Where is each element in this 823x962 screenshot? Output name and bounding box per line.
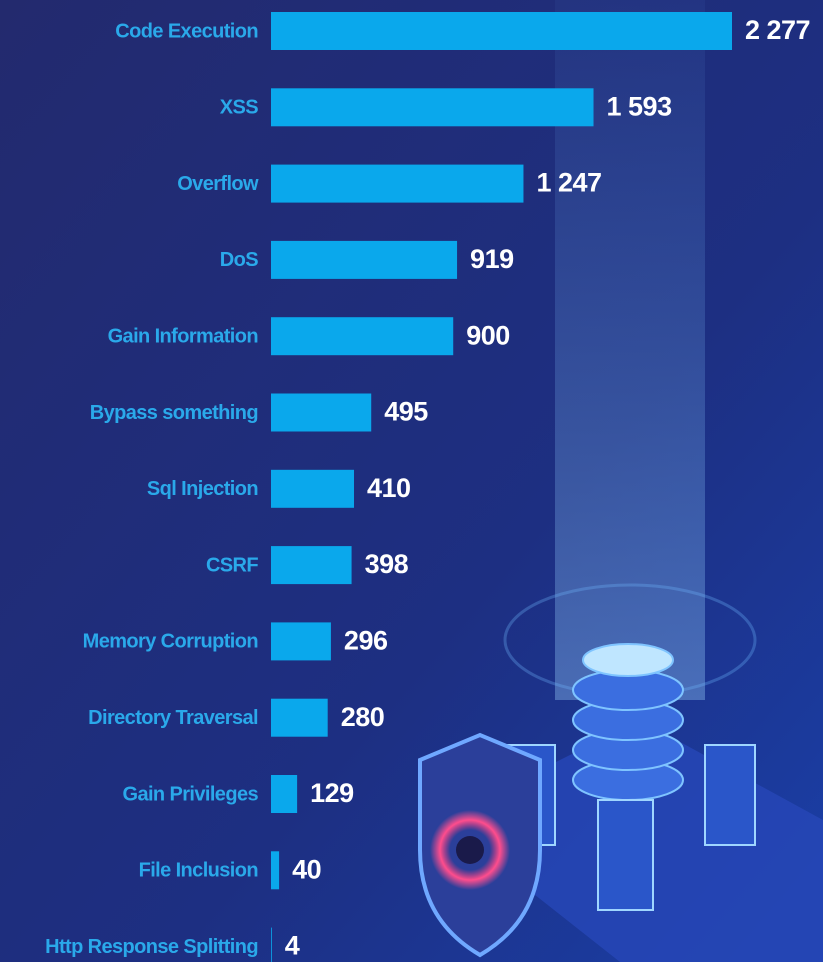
bar — [271, 164, 524, 203]
category-label: Http Response Splitting — [45, 936, 258, 958]
bar — [271, 927, 272, 962]
bar — [271, 12, 732, 50]
value-label: 919 — [470, 244, 514, 274]
bar — [271, 698, 328, 737]
category-label: Gain Privileges — [122, 783, 258, 805]
category-label: CSRF — [206, 554, 258, 576]
category-label: Sql Injection — [147, 478, 258, 500]
category-label: Directory Traversal — [88, 707, 258, 729]
value-label: 40 — [292, 854, 321, 884]
category-label: XSS — [220, 97, 258, 119]
value-label: 900 — [466, 320, 510, 350]
bar — [271, 469, 355, 508]
value-label: 296 — [344, 626, 388, 656]
bar — [271, 622, 331, 661]
bar — [271, 851, 280, 890]
value-label: 4 — [285, 931, 300, 961]
category-label: Code Execution — [115, 20, 258, 42]
category-label: File Inclusion — [139, 860, 258, 882]
value-label: 2 277 — [745, 15, 810, 45]
value-label: 280 — [341, 702, 385, 732]
bar — [271, 393, 372, 432]
value-label: 495 — [384, 397, 428, 427]
category-label: Overflow — [177, 173, 259, 195]
category-label: Gain Information — [108, 325, 258, 347]
value-label: 129 — [310, 778, 354, 808]
value-label: 1 593 — [607, 91, 673, 121]
value-label: 1 247 — [536, 168, 601, 198]
category-label: Bypass something — [90, 402, 258, 424]
bar — [271, 775, 298, 813]
bar — [271, 546, 352, 585]
category-label: DoS — [220, 249, 258, 271]
category-label: Memory Corruption — [83, 631, 258, 653]
value-label: 398 — [365, 549, 409, 579]
bar — [271, 317, 454, 356]
bar — [271, 240, 458, 279]
bar — [271, 88, 594, 127]
value-label: 410 — [367, 473, 411, 503]
